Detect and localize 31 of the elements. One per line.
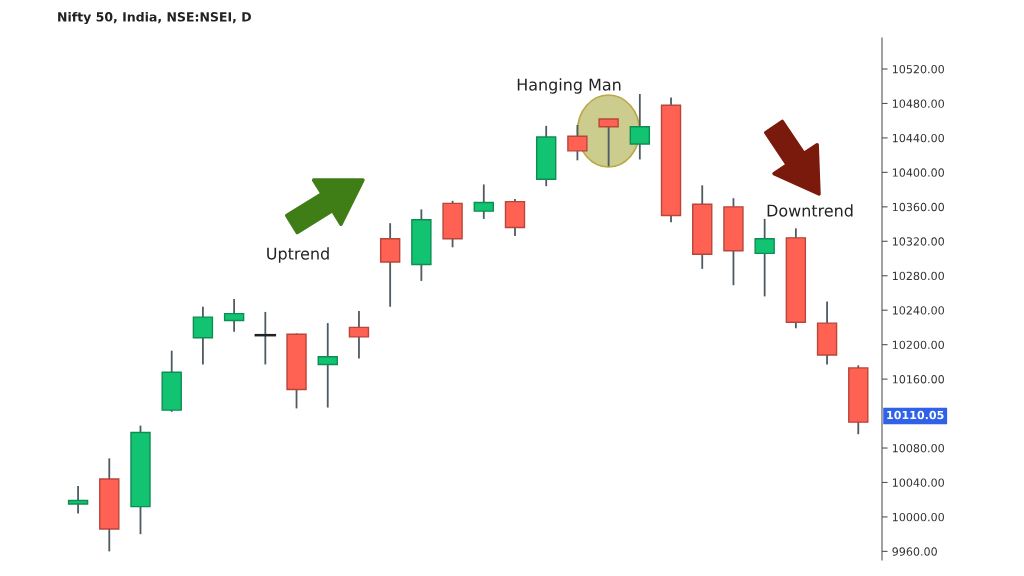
candlestick <box>254 311 277 366</box>
candlestick <box>348 310 370 360</box>
annotation: Hanging Man <box>517 78 621 94</box>
y-tick-label: 10520.00 <box>892 64 944 74</box>
candlestick <box>67 485 89 515</box>
y-tick-label: 10080.00 <box>892 443 944 453</box>
y-tick-label: 10400.00 <box>892 168 944 177</box>
y-tick-label: 9960.00 <box>892 547 937 556</box>
candlestick <box>192 305 214 366</box>
y-tick-label: 10160.00 <box>892 375 944 384</box>
text: 10110.05 <box>887 410 944 420</box>
y-tick-label: 10320.00 <box>892 237 944 246</box>
y-tick-label: 10000.00 <box>892 512 944 522</box>
candlestick <box>629 93 651 161</box>
annotation: Uptrend <box>267 247 329 263</box>
candlestick <box>223 298 245 333</box>
candlestick <box>379 222 401 308</box>
candlestick <box>473 183 494 220</box>
y-tick-label: 10360.00 <box>892 202 944 212</box>
y-tick-label: 10200.00 <box>892 340 944 350</box>
y-tick-label: 10040.00 <box>892 478 944 487</box>
annotation: Downtrend <box>767 204 853 217</box>
y-tick-label: 10280.00 <box>892 271 944 281</box>
candlestick <box>317 322 338 409</box>
candlestick <box>754 217 775 298</box>
y-tick-label: 10240.00 <box>892 306 944 315</box>
chart-title: Nifty 50, India, NSE:NSEI, D <box>58 11 251 25</box>
y-tick-label: 10480.00 <box>892 99 944 108</box>
candlestick <box>598 118 619 168</box>
y-tick-label: 10440.00 <box>892 133 944 143</box>
candlestick <box>567 124 588 162</box>
